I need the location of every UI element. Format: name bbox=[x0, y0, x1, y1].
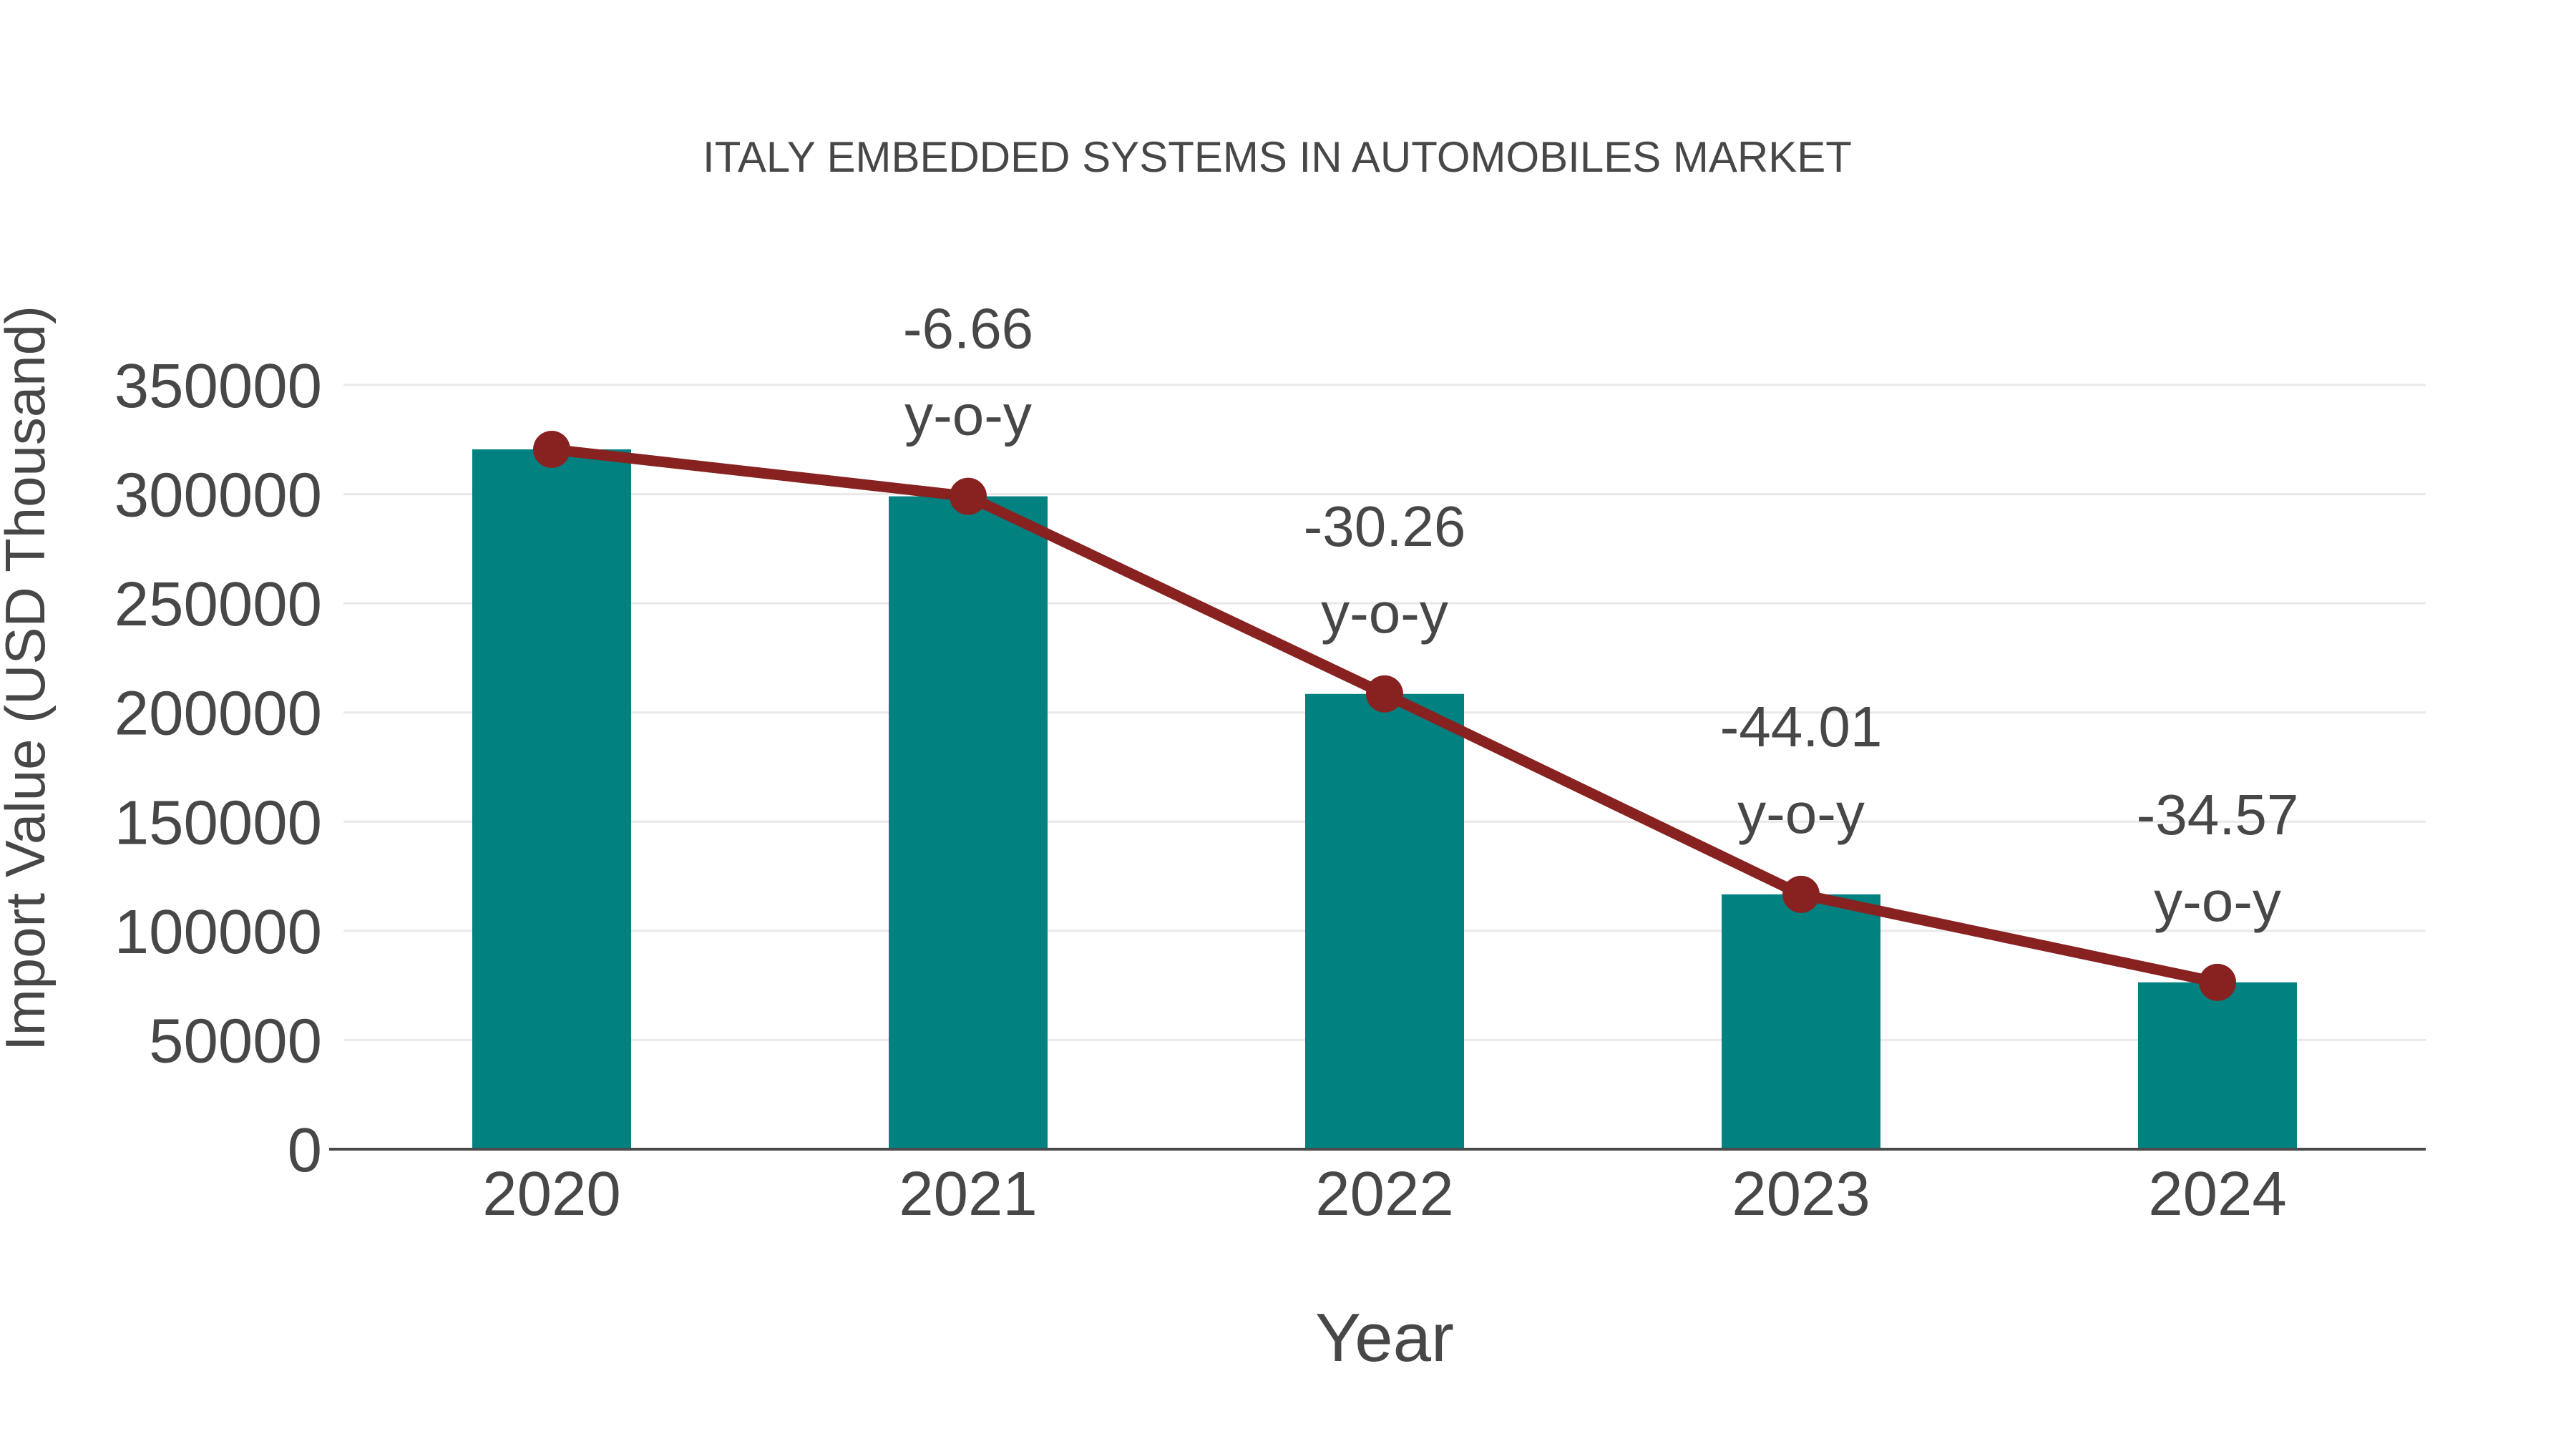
y-tick-label: 0 bbox=[288, 1116, 322, 1185]
annotation-suffix-2023: y-o-y bbox=[1737, 781, 1865, 845]
x-tick-label-2020: 2020 bbox=[482, 1159, 621, 1229]
trend-line-layer bbox=[533, 431, 2236, 1001]
y-tick-label: 200000 bbox=[114, 679, 322, 748]
data-point-2022 bbox=[1366, 675, 1403, 713]
y-tick-label: 250000 bbox=[114, 570, 322, 639]
chart-title: ITALY EMBEDDED SYSTEMS IN AUTOMOBILES MA… bbox=[703, 133, 1852, 181]
y-tick-label: 100000 bbox=[114, 897, 322, 967]
annotation-value-2023: -44.01 bbox=[1720, 695, 1883, 758]
annotation-suffix-2021: y-o-y bbox=[904, 384, 1032, 447]
bars bbox=[472, 449, 2297, 1149]
y-tick-label: 50000 bbox=[149, 1006, 322, 1075]
annotation-value-2021: -6.66 bbox=[903, 297, 1033, 361]
bar-2022 bbox=[1305, 693, 1464, 1149]
data-point-2020 bbox=[533, 431, 570, 469]
x-tick-label-2022: 2022 bbox=[1315, 1159, 1454, 1229]
annotation-value-2024: -34.57 bbox=[2137, 783, 2299, 847]
data-point-2023 bbox=[1782, 875, 1820, 913]
annotation-suffix-2022: y-o-y bbox=[1321, 581, 1448, 645]
data-point-2021 bbox=[950, 477, 987, 515]
y-tick-label: 350000 bbox=[114, 351, 322, 421]
x-tick-labels: 2020 2021 2022 2023 2024 bbox=[482, 1159, 2287, 1229]
bar-2020 bbox=[472, 449, 631, 1149]
bar-2021 bbox=[889, 496, 1048, 1149]
y-tick-label: 300000 bbox=[114, 461, 322, 530]
y-axis-title: Import Value (USD Thousand) bbox=[0, 306, 57, 1051]
x-axis-title: Year bbox=[1315, 1299, 1454, 1376]
annotations: -6.66 y-o-y -30.26 y-o-y -44.01 y-o-y -34.57 y-… bbox=[903, 297, 2299, 933]
y-tick-label: 150000 bbox=[114, 788, 322, 857]
bar-2024 bbox=[2138, 982, 2297, 1149]
y-tick-labels: 0 50000 100000 150000 200000 250000 300000 3500… bbox=[114, 351, 322, 1185]
x-tick-label-2024: 2024 bbox=[2148, 1159, 2287, 1229]
annotation-suffix-2024: y-o-y bbox=[2154, 869, 2281, 933]
data-point-2024 bbox=[2199, 963, 2236, 1001]
annotation-value-2022: -30.26 bbox=[1304, 494, 1466, 558]
bar-2023 bbox=[1722, 894, 1880, 1149]
x-tick-label-2023: 2023 bbox=[1732, 1159, 1870, 1229]
x-tick-label-2021: 2021 bbox=[899, 1159, 1038, 1229]
